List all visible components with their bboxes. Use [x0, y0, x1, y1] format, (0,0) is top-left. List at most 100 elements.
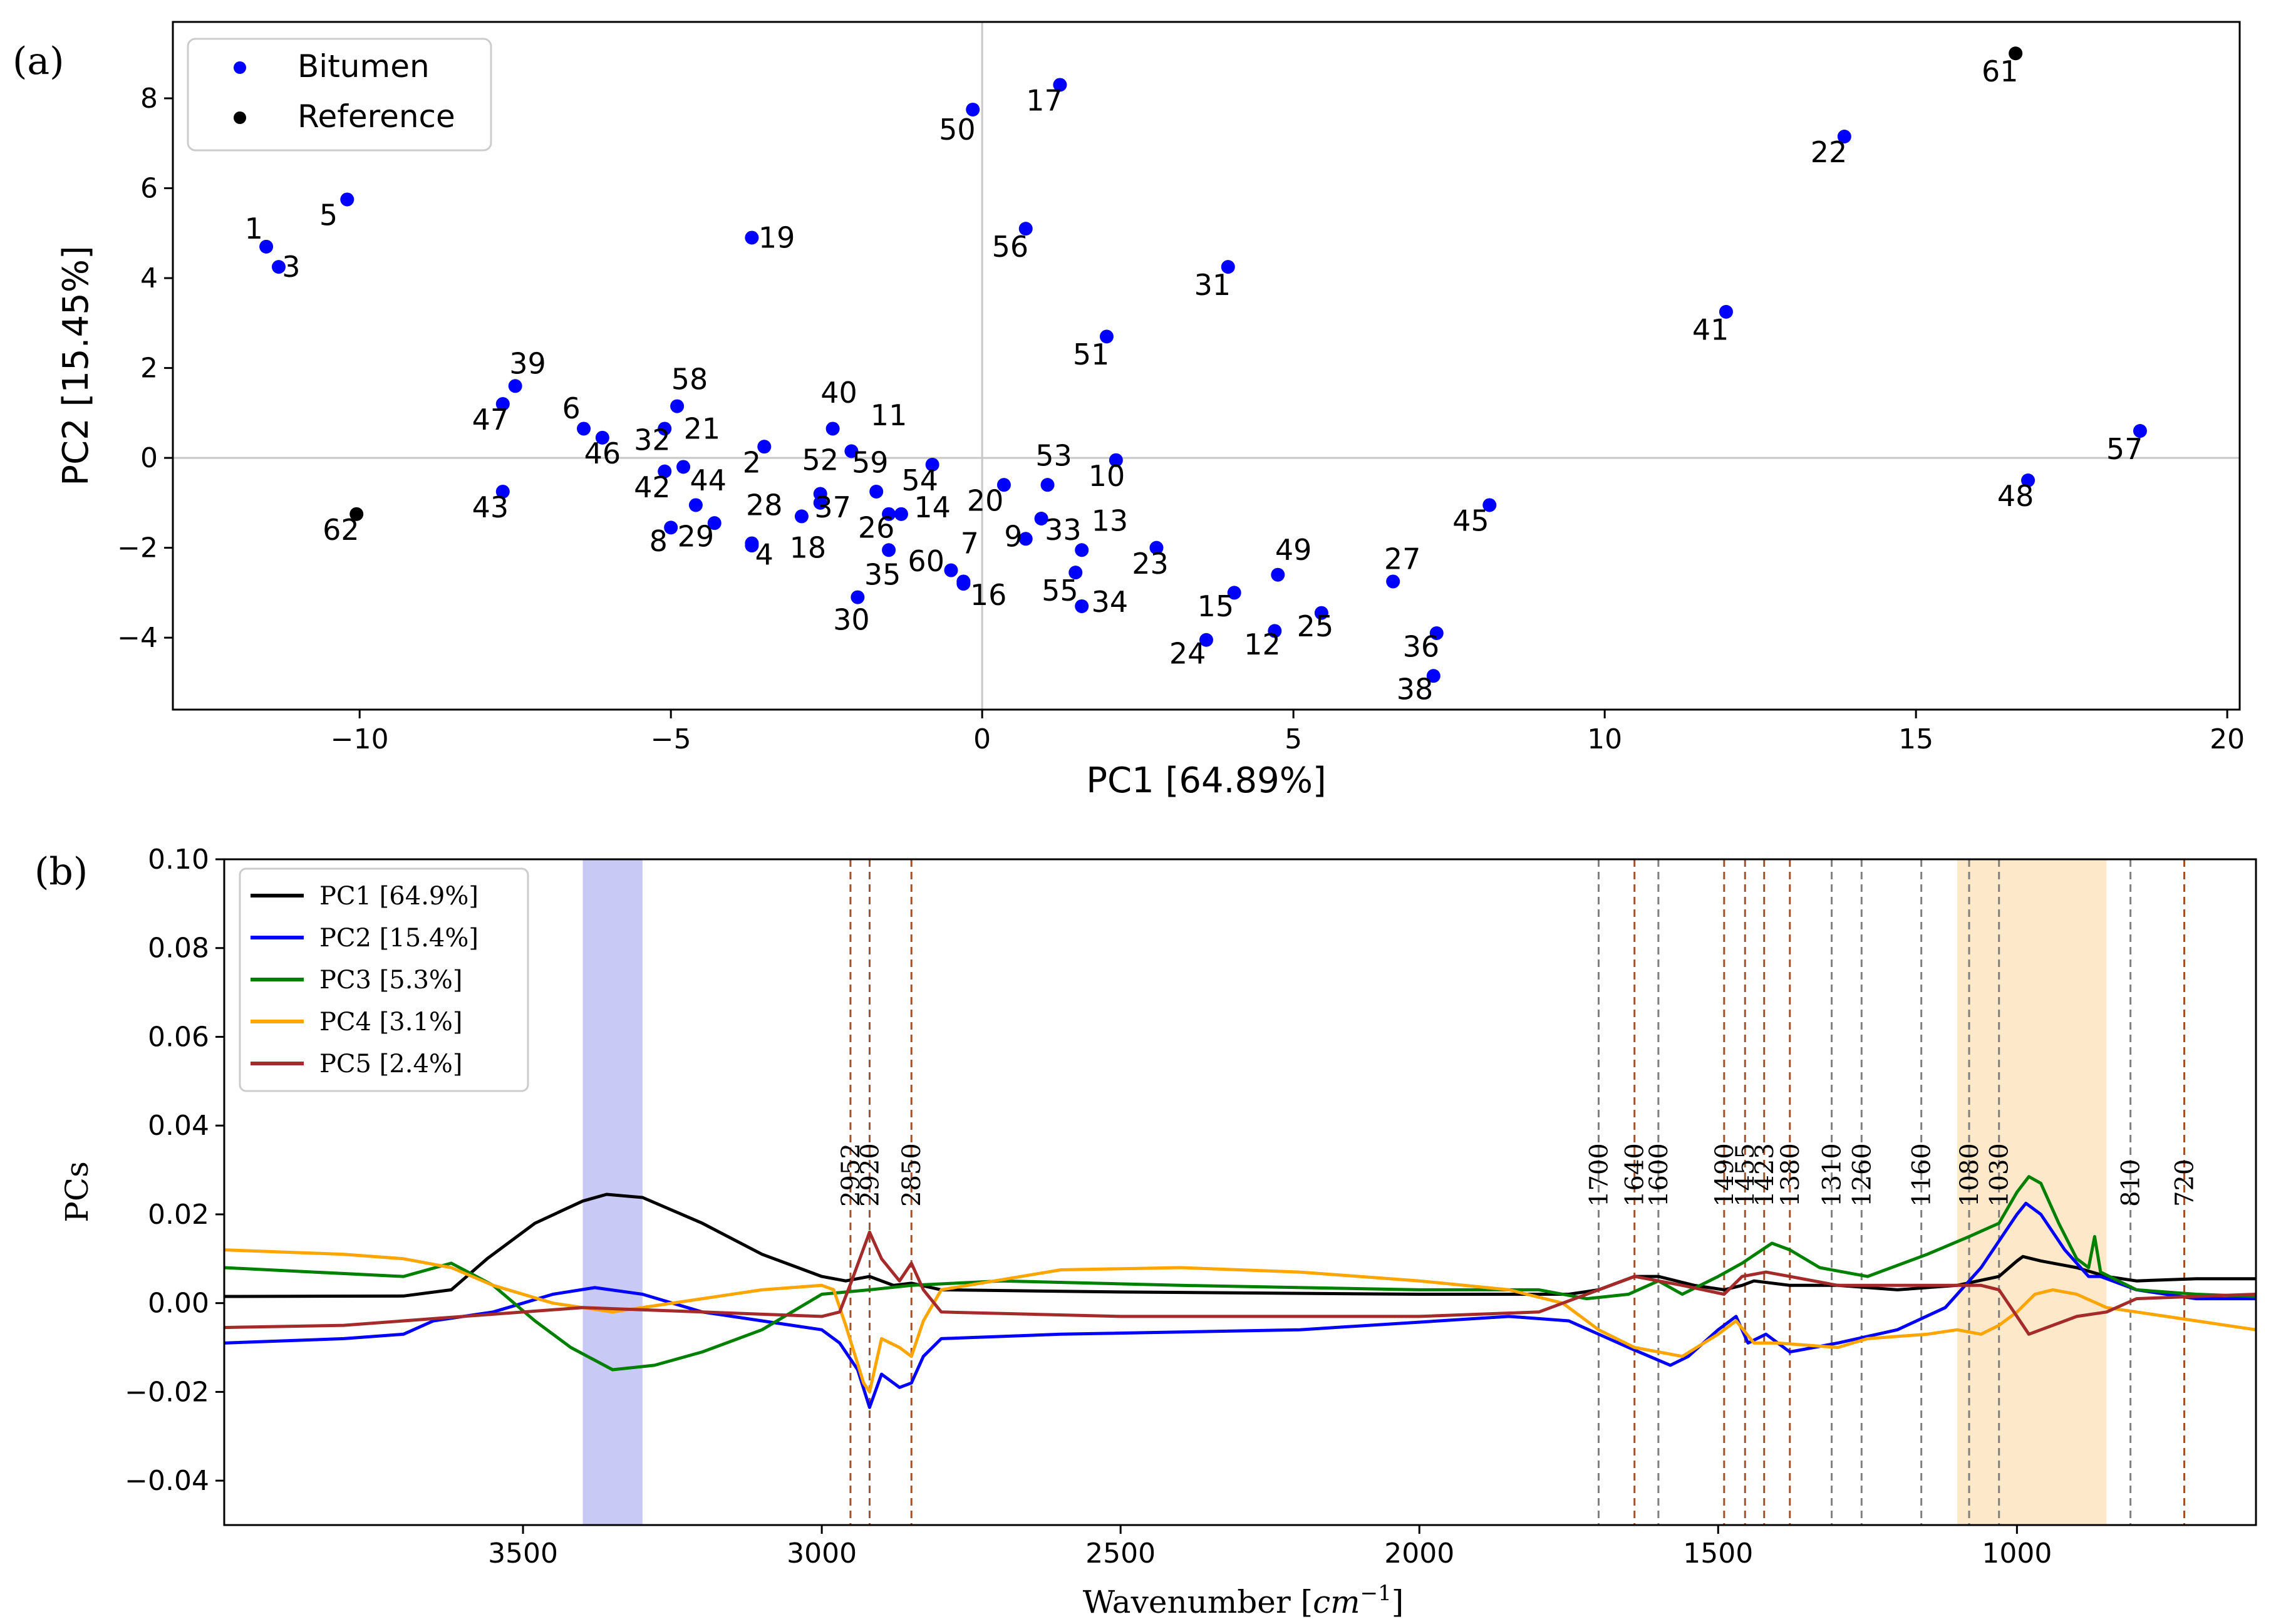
- x-tick-label: 1500: [1683, 1538, 1753, 1570]
- point-label-8: 8: [649, 524, 668, 558]
- spectra-lines: [224, 1175, 2257, 1409]
- spectrum-line-pc2: [224, 1201, 2256, 1409]
- point-label-23: 23: [1132, 547, 1169, 581]
- bitumen-point-47: [495, 397, 510, 411]
- marker-label-2920: 2920: [856, 1143, 884, 1207]
- zero-lines: [173, 22, 2240, 710]
- bitumen-point-17: [1053, 78, 1067, 92]
- y-tick-label: 2: [140, 353, 158, 385]
- point-label-7: 7: [961, 526, 979, 560]
- point-label-13: 13: [1092, 504, 1129, 538]
- marker-label-1260: 1260: [1848, 1143, 1876, 1207]
- y-tick-label: 0.06: [148, 1021, 209, 1053]
- spectra-legend: PC1 [64.9%] PC2 [15.4%] PC3 [5.3%] PC4 [3.1…: [239, 867, 529, 1092]
- y-tick-label: 0.02: [148, 1199, 209, 1231]
- point-label-54: 54: [901, 463, 938, 497]
- bitumen-point-18: [794, 509, 809, 524]
- point-label-49: 49: [1275, 533, 1312, 567]
- bitumen-point-8: [664, 520, 678, 535]
- point-label-19: 19: [758, 220, 795, 254]
- point-label-17: 17: [1026, 84, 1063, 118]
- marker-label-1160: 1160: [1908, 1143, 1937, 1207]
- highlight-band: [1957, 859, 2107, 1525]
- point-label-21: 21: [684, 411, 721, 445]
- bitumen-point-51: [1099, 329, 1114, 344]
- bitumen-point-14: [894, 507, 908, 521]
- bitumen-point-36: [1429, 626, 1444, 640]
- bitumen-point-50: [966, 102, 980, 116]
- x-tick-label: 20: [2210, 723, 2245, 755]
- bitumen-point-30: [851, 590, 865, 604]
- panel-a-label: (a): [13, 39, 65, 83]
- point-label-52: 52: [802, 443, 839, 477]
- x-axis-label-text: Wavenumber [cm−1]: [1083, 1581, 1404, 1620]
- bitumen-point-41: [1719, 304, 1733, 319]
- marker-label-1080: 1080: [1955, 1143, 1984, 1207]
- point-label-9: 9: [1004, 520, 1022, 554]
- point-label-22: 22: [1811, 135, 1848, 169]
- bitumen-point-46: [595, 430, 609, 445]
- x-tick-label: 15: [1898, 723, 1933, 755]
- scatter-legend-box: [187, 38, 492, 152]
- point-label-24: 24: [1169, 636, 1206, 670]
- y-tick-label: 0: [140, 442, 158, 474]
- point-label-53: 53: [1035, 439, 1072, 473]
- point-label-18: 18: [790, 531, 827, 565]
- y-tick-label: 4: [140, 262, 158, 294]
- legend-label-pc1: PC1 [64.9%]: [319, 882, 479, 911]
- point-label-14: 14: [914, 490, 951, 524]
- bitumen-point-57: [2133, 424, 2147, 438]
- bitumen-point-37: [813, 495, 827, 510]
- point-label-29: 29: [678, 520, 715, 554]
- point-label-10: 10: [1089, 459, 1125, 493]
- point-label-51: 51: [1073, 338, 1110, 371]
- bitumen-point-19: [745, 230, 759, 245]
- bitumen-point-56: [1018, 222, 1033, 236]
- bitumen-point-20: [996, 478, 1011, 492]
- spectrum-line-pc3: [224, 1175, 2257, 1372]
- point-label-1: 1: [245, 212, 263, 246]
- spectra-y-axis-label: PCs: [59, 1161, 95, 1223]
- bitumen-point-1: [259, 239, 274, 254]
- bitumen-point-22: [1837, 130, 1851, 143]
- marker-label-1380: 1380: [1776, 1143, 1805, 1207]
- bitumen-point-15: [1227, 586, 1241, 600]
- point-label-47: 47: [472, 403, 509, 437]
- point-label-30: 30: [833, 603, 870, 636]
- marker-label-2850: 2850: [898, 1143, 926, 1207]
- scatter-y-axis-label: PC2 [15.45%]: [56, 246, 96, 486]
- marker-label-1310: 1310: [1818, 1143, 1847, 1207]
- bitumen-point-49: [1271, 567, 1285, 582]
- point-label-33: 33: [1045, 513, 1082, 547]
- x-tick-label: 3500: [488, 1538, 558, 1570]
- point-label-32: 32: [634, 423, 671, 457]
- marker-label-1455: 1455: [1731, 1143, 1760, 1207]
- bitumen-point-12: [1268, 624, 1282, 638]
- point-label-38: 38: [1397, 673, 1434, 706]
- point-label-41: 41: [1692, 313, 1729, 347]
- bitumen-point-39: [508, 379, 522, 393]
- bitumen-point-23: [1149, 540, 1164, 555]
- bitumen-point-45: [1482, 498, 1497, 512]
- bitumen-point-2: [757, 440, 772, 454]
- x-tick-label: 10: [1587, 723, 1622, 755]
- highlight-bands: [582, 859, 2107, 1525]
- spectra-legend-box: [239, 867, 529, 1092]
- point-label-44: 44: [690, 463, 727, 497]
- legend-label-pc3: PC3 [5.3%]: [319, 966, 463, 995]
- point-label-62: 62: [323, 513, 360, 547]
- point-label-36: 36: [1403, 630, 1440, 664]
- marker-label-1640: 1640: [1621, 1143, 1650, 1207]
- spectra-x-axis-label: Wavenumber [cm−1]: [1083, 1581, 1404, 1620]
- x-tick-label: 2500: [1085, 1538, 1156, 1570]
- bitumen-point-10: [1109, 453, 1123, 467]
- bitumen-point-60: [944, 563, 958, 577]
- marker-label-1600: 1600: [1645, 1143, 1674, 1207]
- point-label-39: 39: [509, 346, 546, 380]
- bitumen-point-27: [1386, 574, 1400, 589]
- bitumen-point-34: [1075, 599, 1089, 613]
- bitumen-point-5: [340, 192, 354, 207]
- point-label-34: 34: [1092, 585, 1129, 619]
- legend-label-pc5: PC5 [2.4%]: [319, 1050, 463, 1078]
